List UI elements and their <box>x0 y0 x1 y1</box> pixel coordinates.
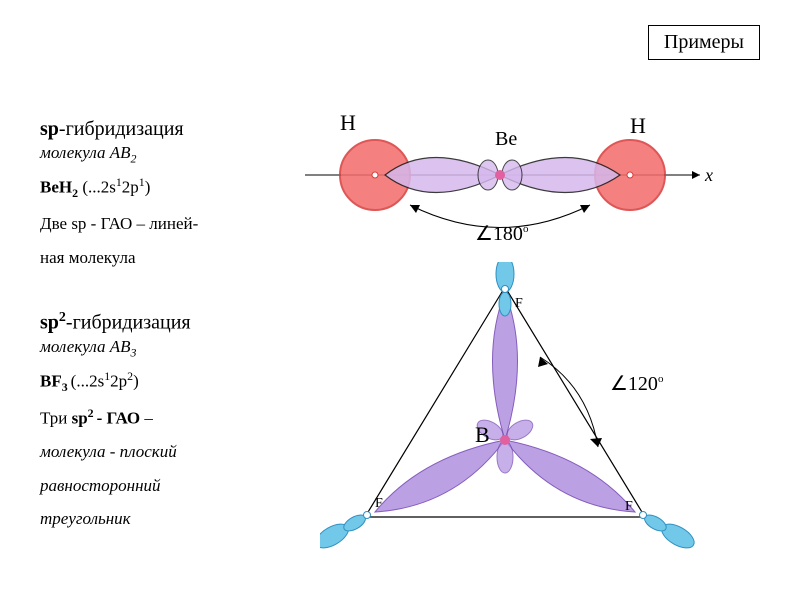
sp2-sup: 2 <box>59 310 66 325</box>
be-label: Be <box>495 128 517 150</box>
sp2-lobes-group <box>375 292 635 512</box>
angle-arc-120 <box>540 357 598 447</box>
sp2-subtitle: молекула АВ3 <box>40 337 290 360</box>
b-label: B <box>475 422 490 447</box>
beh2-diagram: x H H Be ∠180о <box>300 105 720 255</box>
f-left-dot <box>364 512 371 519</box>
sp2-line3: равносторонний <box>40 473 290 499</box>
f-top-lobe-in <box>499 292 511 316</box>
f2a: BF <box>40 372 62 391</box>
sp-sub-text: молекула АВ <box>40 143 131 162</box>
sp-formula: ВеН2 (...2s12p1) <box>40 174 290 203</box>
h-left-dot <box>372 172 378 178</box>
h-right-dot <box>627 172 633 178</box>
section1-text: sp-гибридизация молекула АВ2 ВеН2 (...2s… <box>40 118 290 278</box>
f2e: 2p <box>110 372 127 391</box>
f-top-label: F <box>515 296 523 311</box>
sp2-lobe-right <box>505 440 635 512</box>
l1d: – <box>140 409 153 428</box>
h-right-label: H <box>630 113 646 138</box>
h-left-label: H <box>340 110 356 135</box>
sp-prefix: sp <box>40 118 59 140</box>
sp2-line4: треугольник <box>40 506 290 532</box>
sp2-title: sp2-гибридизация <box>40 310 290 335</box>
l1a: Три <box>40 409 72 428</box>
f1e: 2p <box>122 178 139 197</box>
examples-label: Примеры <box>664 31 744 53</box>
section2-text: sp2-гибридизация молекула АВ3 BF3 (...2s… <box>40 310 290 540</box>
arrow-head-icon <box>692 171 700 179</box>
x-axis-label: x <box>704 165 713 185</box>
l1s: 2 <box>88 406 97 420</box>
f-top-dot <box>502 286 509 293</box>
sp2-sub-num: 3 <box>131 345 137 359</box>
f-right-label: F <box>625 499 633 514</box>
sp2-suffix: -гибридизация <box>66 312 191 334</box>
f1g: ) <box>145 178 151 197</box>
sp2-line1: Три sp2 - ГАО – <box>40 405 290 431</box>
bf3-diagram: B F F F ∠120о <box>320 262 720 582</box>
f1a: ВеН <box>40 178 72 197</box>
sp2-formula: BF3 (...2s12p2) <box>40 368 290 397</box>
f2b: 3 <box>62 380 71 394</box>
f-right-dot <box>640 512 647 519</box>
sp-subtitle: молекула АВ2 <box>40 143 290 166</box>
f-left-group <box>320 509 370 553</box>
sp2-line2: молекула - плоский <box>40 439 290 465</box>
sp-suffix: -гибридизация <box>59 118 184 140</box>
f-right-group <box>641 509 698 553</box>
bf3-svg: B F F F ∠120о <box>320 262 720 582</box>
sp-line2: ная молекула <box>40 245 290 271</box>
angle-180-label: ∠180о <box>475 223 529 245</box>
f2c: (...2s <box>71 372 105 391</box>
beh2-svg: x H H Be ∠180о <box>300 105 720 255</box>
sp-line1: Две sp - ГАО – линей- <box>40 211 290 237</box>
f2g: ) <box>133 372 139 391</box>
sp-sub-num: 2 <box>131 151 137 165</box>
l1c: - ГАО <box>97 409 141 428</box>
sp2-sub-text: молекула АВ <box>40 337 131 356</box>
f1c: (...2s <box>78 178 116 197</box>
sp2-lobe-left <box>375 440 505 512</box>
sp2-back-top <box>497 441 513 473</box>
angle-120-label: ∠120о <box>610 373 664 395</box>
examples-header: Примеры <box>648 25 760 60</box>
be-center-dot <box>495 170 505 180</box>
l1b: sp <box>72 409 88 428</box>
f-left-label: F <box>375 496 383 511</box>
sp-title: sp-гибридизация <box>40 118 290 141</box>
sp2-prefix: sp <box>40 312 59 334</box>
b-center-dot <box>500 435 510 445</box>
